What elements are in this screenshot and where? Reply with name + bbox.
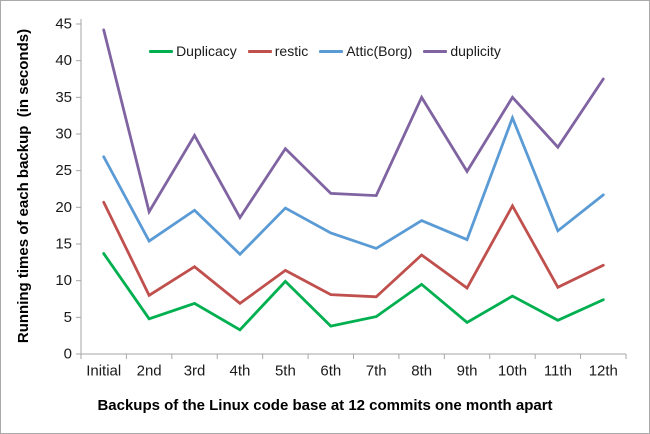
y-tick-label: 25 bbox=[55, 162, 72, 179]
y-axis-title: Running times of each backup (in seconds… bbox=[15, 28, 32, 344]
x-axis-title: Backups of the Linux code base at 12 com… bbox=[97, 397, 553, 414]
y-tick-label: 10 bbox=[55, 272, 72, 289]
x-tick-label: 12th bbox=[589, 363, 618, 380]
y-tick-label: 20 bbox=[55, 199, 72, 216]
x-tick-label: 6th bbox=[320, 363, 341, 380]
x-tick-label: 8th bbox=[411, 363, 432, 380]
x-tick-label: 3rd bbox=[184, 363, 206, 380]
series-line-restic bbox=[102, 200, 605, 306]
x-tick-label: 2nd bbox=[137, 363, 162, 380]
x-tick-label: 11th bbox=[544, 363, 572, 380]
x-tick-label: 9th bbox=[457, 363, 478, 380]
x-tick-label: 10th bbox=[498, 363, 527, 380]
series-line-attic-borg- bbox=[102, 113, 605, 257]
y-tick-label: 45 bbox=[55, 16, 72, 33]
y-tick-label: 35 bbox=[55, 89, 72, 106]
x-tick-label: Initial bbox=[86, 363, 121, 380]
series-line-duplicity bbox=[102, 28, 605, 221]
x-tick-label: 7th bbox=[366, 363, 387, 380]
y-tick-label: 40 bbox=[55, 52, 72, 69]
series-line-duplicacy bbox=[102, 252, 605, 332]
x-tick-label: 4th bbox=[230, 363, 251, 380]
y-tick-label: 15 bbox=[55, 236, 72, 253]
y-tick-label: 30 bbox=[55, 126, 72, 143]
y-tick-label: 0 bbox=[64, 346, 72, 363]
y-tick-label: 5 bbox=[64, 309, 72, 326]
x-tick-label: 5th bbox=[275, 363, 296, 380]
